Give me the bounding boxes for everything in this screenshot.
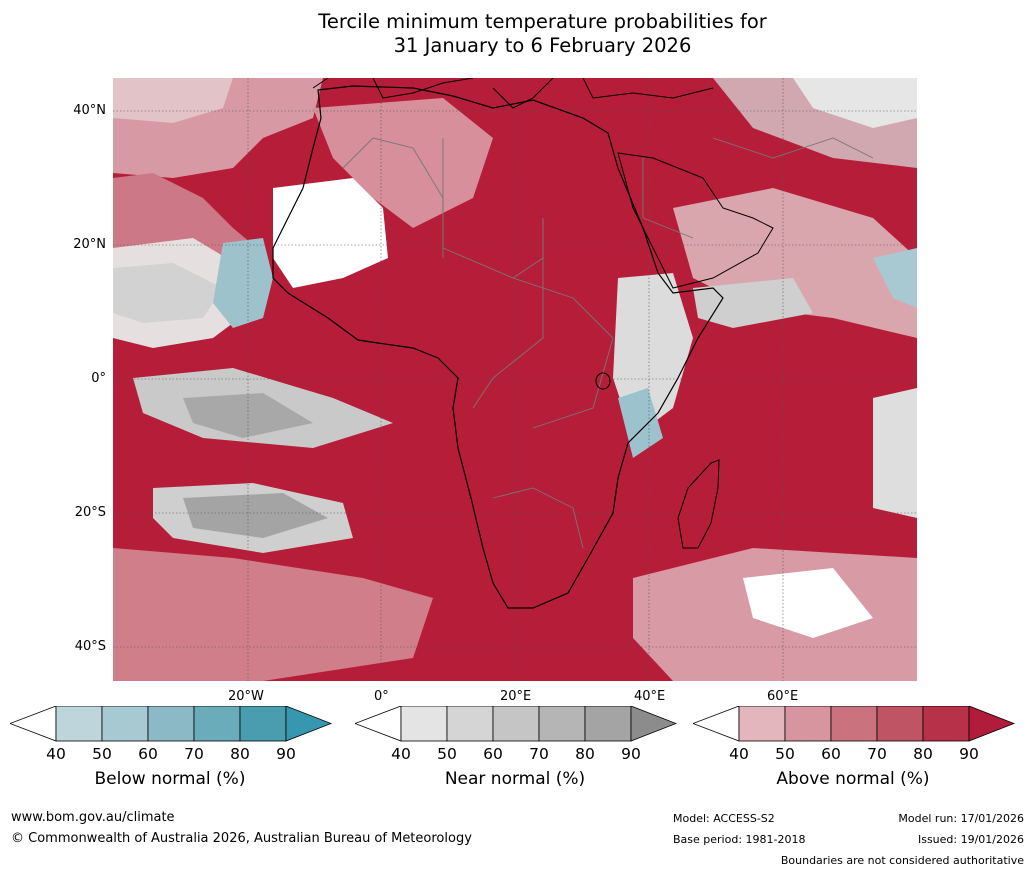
cbar-above-tick-50: 50 [775,745,795,763]
cbar-above-seg-60-70 [830,706,878,742]
colorbar-near-normal [355,706,677,742]
graticule [113,78,917,681]
cbar-above-tick-90: 90 [959,745,979,763]
footer-model: Model: ACCESS-S2 [673,812,775,825]
cbar-near-seg-50-60 [446,706,494,742]
cbar-below-tick-50: 50 [92,745,112,763]
cbar-above-tick-70: 70 [867,745,887,763]
footer-disclaimer: Boundaries are not considered authoritat… [780,854,1024,867]
lake-victoria [595,372,611,390]
lon-label-60e: 60°E [767,689,799,704]
border-middle-east [712,137,874,159]
colorbar-below-normal [10,706,332,742]
grey-zone-east-indian [873,388,917,518]
below-normal-zone-east-africa [618,388,663,458]
pink-zone-south-atlantic [113,548,433,681]
cbar-above-tick-40: 40 [729,745,749,763]
white-zone-sahara [273,178,388,288]
cbar-near-tick-80: 80 [575,745,595,763]
cbar-above-seg-80-90 [922,706,970,742]
colorbar-above-normal [693,706,1015,742]
cbar-near-extend-high [630,706,677,742]
below-normal-zone-india [873,248,917,308]
africa-coastline [272,85,724,609]
grey-zone-atlantic [113,263,223,323]
grey-zone-arabian-sea [693,278,813,328]
border-congo [512,277,614,429]
cbar-near-label: Near normal (%) [444,769,586,789]
cbar-below-label: Below normal (%) [94,769,246,789]
cbar-above-seg-70-80 [876,706,924,742]
cbar-below-tick-60: 60 [138,745,158,763]
cbar-below-extend-low [10,706,57,742]
border-central-africa [472,218,544,409]
europe-coastline [312,78,714,109]
light-zone-north [113,78,233,123]
title-line-1: Tercile minimum temperature probabilitie… [318,10,767,33]
lat-label-20s: 20°S [74,505,106,520]
lat-label-equator: 0° [91,371,106,386]
lat-label-40n: 40°N [73,103,106,118]
cbar-near-seg-70-80 [538,706,586,742]
cbar-near-tick-50: 50 [437,745,457,763]
cbar-below-tick-70: 70 [184,745,204,763]
white-zone-south-indian [743,568,873,638]
arabia-coastline [617,152,774,289]
footer-copyright: © Commonwealth of Australia 2026, Austra… [11,831,472,846]
country-borders [342,137,874,549]
madagascar-coastline [677,459,720,549]
border-arabia [642,158,694,239]
pink-zone-north-africa [313,98,493,228]
lat-label-20n: 20°N [73,237,106,252]
lon-label-20e: 20°E [500,689,532,704]
probability-map [113,78,917,681]
footer-base-period: Base period: 1981-2018 [673,833,806,846]
cbar-near-seg-40-50 [400,706,448,742]
border-southern-africa [492,487,584,549]
lon-label-20w: 20°W [228,689,264,704]
cbar-near-seg-60-70 [492,706,540,742]
cbar-below-tick-80: 80 [230,745,250,763]
footer-url[interactable]: www.bom.gov.au/climate [11,810,175,825]
below-normal-zone-west-africa [213,238,273,328]
cbar-near-tick-70: 70 [529,745,549,763]
cbar-below-extend-high [285,706,332,742]
cbar-below-seg-80-90 [239,706,287,742]
cbar-above-label: Above normal (%) [776,769,930,789]
cbar-below-seg-50-60 [101,706,149,742]
cbar-below-tick-90: 90 [276,745,296,763]
cbar-near-tick-40: 40 [391,745,411,763]
title-line-2: 31 January to 6 February 2026 [393,34,692,57]
footer-issued: Issued: 19/01/2026 [917,833,1024,846]
cbar-above-extend-low [693,706,740,742]
near-normal-zone-central-asia [793,78,917,128]
cbar-above-tick-60: 60 [821,745,841,763]
cbar-near-tick-90: 90 [621,745,641,763]
cbar-below-tick-40: 40 [46,745,66,763]
map-title: Tercile minimum temperature probabilitie… [0,10,1035,58]
lon-label-40e: 40°E [634,689,666,704]
cbar-below-seg-70-80 [193,706,241,742]
cbar-below-seg-40-50 [55,706,103,742]
map-graphics [113,78,917,681]
cbar-near-extend-low [355,706,402,742]
pink-zone-arabia [673,188,917,338]
lat-label-40s: 40°S [74,639,106,654]
cbar-below-seg-60-70 [147,706,195,742]
cbar-near-tick-60: 60 [483,745,503,763]
cbar-above-extend-high [968,706,1015,742]
lon-label-0: 0° [374,689,389,704]
cbar-above-tick-80: 80 [913,745,933,763]
cbar-near-seg-80-90 [584,706,632,742]
footer-model-run: Model run: 17/01/2026 [898,812,1024,825]
cbar-above-seg-40-50 [738,706,786,742]
dark-grey-band-south-atlantic [183,493,328,538]
cbar-above-seg-50-60 [784,706,832,742]
